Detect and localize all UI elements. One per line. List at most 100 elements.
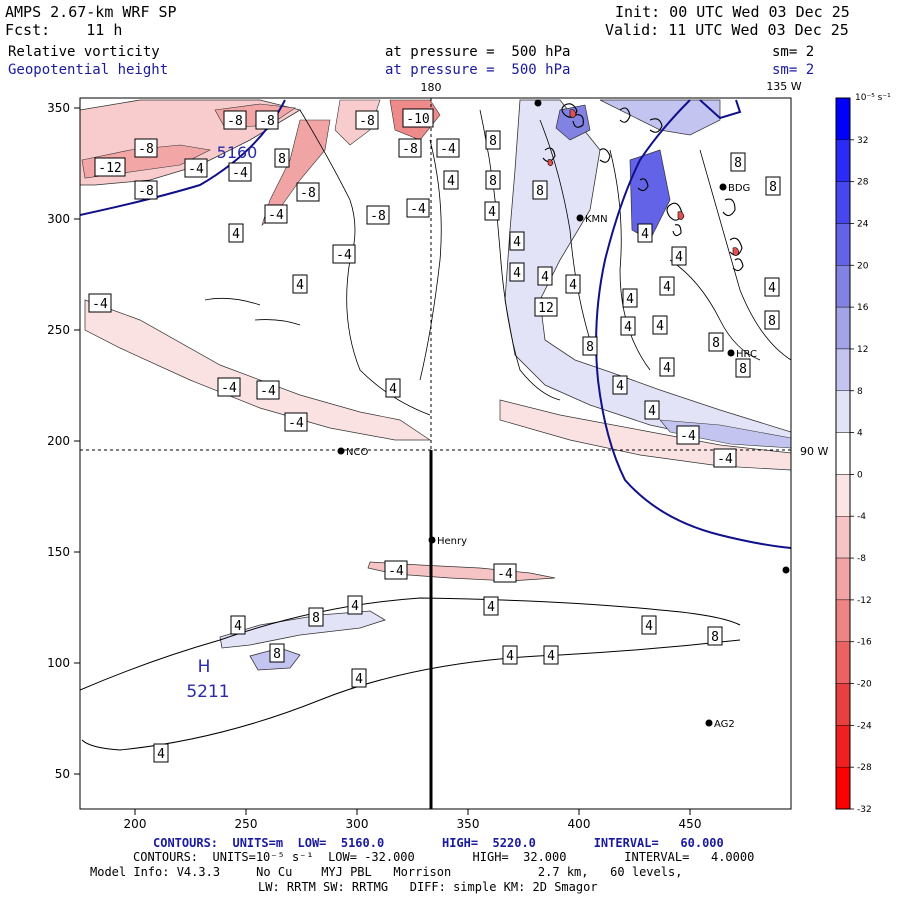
contour-label: -4 [288,416,304,431]
y-tick-label: 250 [47,323,70,337]
footer-contours-height: CONTOURS: UNITS=m LOW= 5160.0 HIGH= 5220… [153,836,724,850]
colorbar-swatch [835,557,851,601]
contour-label-box [659,357,675,377]
contour-label-box [707,626,723,646]
stations: NCO Henry HRC BDG KMN AG2 [337,99,790,730]
colorbar-swatch [835,641,851,684]
contour-label: 4 [487,600,495,615]
colorbar-swatch [835,139,851,182]
contour-label: 4 [488,205,496,220]
contour-label: -8 [227,114,243,129]
contour-label: 8 [769,180,777,195]
footer-model-info: Model Info: V4.3.3 No Cu MYJ PBL Morriso… [90,865,683,879]
y-tick-label: 150 [47,545,70,559]
contour-label-box [485,130,501,150]
contour-label-box [292,274,308,294]
colorbar-label: -32 [857,805,872,815]
contour-label-box [622,288,638,308]
contour-label-box [484,201,500,221]
colorbar-swatch [835,599,851,642]
y-tick-label: 350 [47,101,70,115]
field2-name: Geopotential height [8,62,169,78]
station-label: KMN [585,214,608,225]
colorbar-label: 4 [857,429,863,439]
x-tick-label: 350 [457,817,480,831]
colorbar-label: 8 [857,387,863,397]
contour-label-box [134,138,158,158]
contour-label-box [652,315,668,335]
field1-smoothing: sm= 2 [772,44,815,60]
contour-label-box [269,643,285,663]
colorbar-label: 0 [857,470,863,480]
contour-label: 4 [506,649,514,664]
colorbar-label: -24 [857,721,872,731]
init-time: Init: 00 UTC Wed 03 Dec 25 [615,3,850,21]
contour-label: 4 [232,227,240,242]
contour-label-box [94,157,126,177]
contour-label-box [384,560,408,580]
contour-label: -8 [359,114,375,129]
high-letter: H [198,657,211,677]
contour-label: 4 [547,649,555,664]
contour-label-box [644,400,660,420]
colorbar-label: -4 [857,512,866,522]
contour-label: 8 [278,152,286,167]
contour-line [80,597,741,691]
lon-label-135w: 135 W [766,80,801,93]
contour-label: 8 [739,362,747,377]
contour-label: 4 [355,672,363,687]
lon-label-90w: 90 W [800,445,828,458]
x-tick-label: 300 [346,817,369,831]
contour-label: -4 [680,429,696,444]
contour-label: 4 [641,227,649,242]
contour-label: 8 [586,340,594,355]
contour-label-box [255,110,279,130]
station-dot [337,447,345,455]
contour-line [119,639,741,751]
forecast-hour: Fcst: 11 h [5,21,123,39]
model-title: AMPS 2.67-km WRF SP [5,3,177,21]
colorbar-swatch [835,432,851,475]
station-dot [719,183,727,191]
contour-label-box [713,448,737,468]
colorbar-label: 32 [857,136,868,146]
contour-label: -8 [138,184,154,199]
contour-label: 8 [768,314,776,329]
lon-label-180: 180 [421,81,442,94]
contour-label-box [385,378,401,398]
contour-label-box [676,425,700,445]
x-tick-label: 400 [568,817,591,831]
contour-label: -4 [497,567,513,582]
axes: 200 250 300 350 400 450 350 300 250 200 150 100 50 [47,101,701,831]
colorbar-label: -12 [857,596,872,606]
contour-line [669,259,761,361]
contour-line [609,149,651,371]
contour-label: 4 [648,404,656,419]
contour-label: -12 [98,161,121,176]
contour-label-box [228,223,244,243]
y-tick-label: 200 [47,434,70,448]
colorbar-label: 16 [857,303,869,313]
colorbar-swatch [835,181,851,224]
contour-label-box [402,108,434,128]
contour-label-box [366,205,390,225]
contour-label: -8 [370,209,386,224]
field2-pressure: at pressure = 500 hPa [385,62,571,78]
colorbar-label: -16 [857,638,872,648]
contour-label-box [659,276,675,296]
colorbar: 10⁻⁵ s⁻¹ 32 28 24 20 16 12 8 4 0 -4 -8 -12 -16 -20 -24… [835,93,891,815]
high-value: 5211 [186,682,229,702]
colorbar-label: 12 [857,345,868,355]
station-label: AG2 [714,719,735,730]
contour-label-box [671,246,687,266]
contour-label: 4 [626,292,634,307]
contour-line [699,149,791,361]
colorbar-label: -28 [857,763,872,773]
contour-label-box [735,358,751,378]
contour-label-box [406,198,430,218]
x-tick-label: 250 [235,817,258,831]
contour-label-box [88,293,112,313]
colorbar-label: -8 [857,554,866,564]
contour-label-box [153,743,169,763]
contour-label: -10 [406,112,429,127]
